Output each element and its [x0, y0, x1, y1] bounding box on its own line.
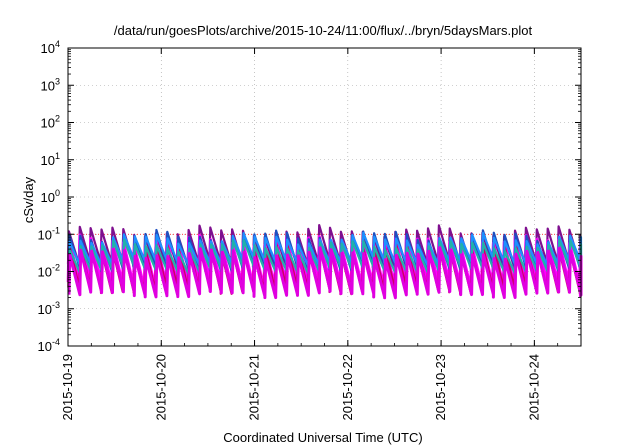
y-tick-label: 102 [41, 114, 60, 131]
x-tick-label: 2015-10-24 [526, 354, 541, 421]
y-tick-label: 10-3 [38, 300, 60, 317]
y-tick-label: 10-2 [38, 263, 60, 280]
y-tick-label: 101 [41, 151, 60, 168]
y-tick-label: 104 [41, 39, 60, 56]
y-tick-label: 10-4 [38, 337, 60, 354]
chart-title: /data/run/goesPlots/archive/2015-10-24/1… [114, 23, 533, 38]
x-axis-label: Coordinated Universal Time (UTC) [223, 430, 422, 445]
x-tick-label: 2015-10-19 [60, 354, 75, 421]
series-line-7 [67, 246, 583, 300]
y-tick-label: 103 [41, 76, 60, 93]
y-tick-label: 100 [41, 188, 60, 205]
y-axis-label: cSv/day [21, 176, 36, 223]
x-tick-label: 2015-10-20 [153, 354, 168, 421]
y-tick-label: 10-1 [38, 225, 60, 242]
x-tick-label: 2015-10-21 [247, 354, 262, 421]
plot-frame [67, 47, 582, 347]
x-tick-label: 2015-10-23 [433, 354, 448, 421]
x-tick-label: 2015-10-22 [340, 354, 355, 421]
